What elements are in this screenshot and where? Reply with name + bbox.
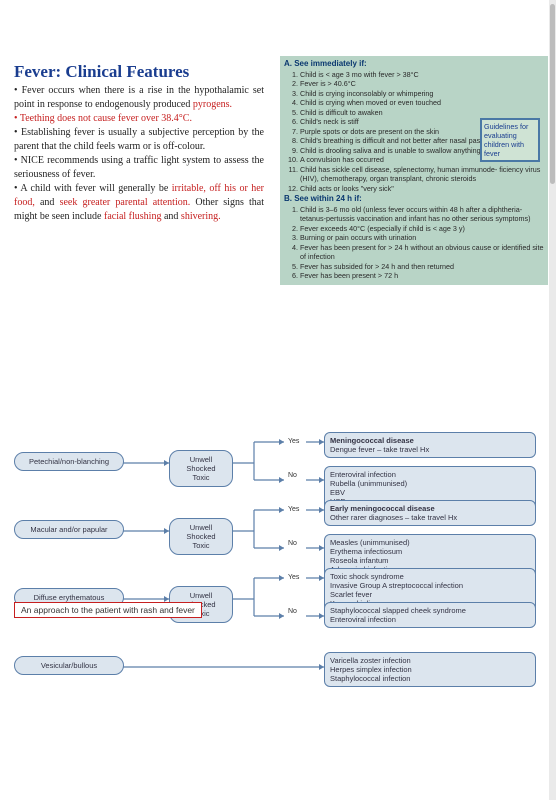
page-title: Fever: Clinical Features (14, 62, 189, 82)
no-label: No (288, 608, 297, 615)
yes-label: Yes (288, 574, 299, 581)
list-item: Child has sickle cell disease, splenecto… (300, 165, 544, 184)
scrollbar-thumb[interactable] (550, 4, 555, 184)
p4: • NICE recommends using a traffic light … (14, 155, 264, 180)
list-item: Burning or pain occurs with urination (300, 233, 544, 243)
list-item: Child is 3–6 mo old (unless fever occurs… (300, 205, 544, 224)
flow-row: Petechial/non-blanching UnwellShockedToxi… (14, 432, 542, 494)
flow-leaf: Meningococcal diseaseDengue fever – take… (324, 432, 536, 458)
list-item: Child is < age 3 mo with fever > 38°C (300, 70, 544, 80)
list-item: Child is crying when moved or even touch… (300, 98, 544, 108)
list-item: Fever has subsided for > 24 h and then r… (300, 262, 544, 272)
list-item: Child is crying inconsolably or whimperi… (300, 89, 544, 99)
flow-start: Macular and/or papular (14, 520, 124, 539)
list-item: Fever has been present for > 24 h withou… (300, 243, 544, 262)
box-header-a: A. See immediately if: (284, 59, 544, 69)
p5a: • A child with fever will generally be (14, 183, 172, 194)
flow-leaf: Varicella zoster infectionHerpes simplex… (324, 652, 536, 687)
flow-row: Macular and/or papular UnwellShockedToxic… (14, 500, 542, 562)
list-item: Fever exceeds 40°C (especially if child … (300, 224, 544, 234)
p5r3: seek greater parental attention. (60, 197, 191, 208)
p5e: and (161, 211, 180, 222)
body-text: • Fever occurs when there is a rise in t… (14, 84, 264, 224)
p5r5: shivering. (181, 211, 221, 222)
flow-leaf: Early meningococcal diseaseOther rarer d… (324, 500, 536, 526)
flowchart: Petechial/non-blanching UnwellShockedToxi… (14, 432, 542, 704)
p5r4: facial flushing (104, 211, 161, 222)
flow-row: Diffuse erythematousUnwellShockedToxicYe… (14, 568, 542, 630)
p5c: and (35, 197, 60, 208)
p3: • Establishing fever is usually a subjec… (14, 127, 264, 152)
flow-mid: UnwellShockedToxic (169, 450, 233, 487)
flow-start: Vesicular/bullous (14, 656, 124, 675)
p5r1: irritable, (172, 183, 206, 194)
flow-leaf: Staphylococcal slapped cheek syndromeEnt… (324, 602, 536, 628)
flow-caption: An approach to the patient with rash and… (14, 602, 202, 618)
no-label: No (288, 540, 297, 547)
list-item: Child is difficult to awaken (300, 108, 544, 118)
list-item: Fever has been present > 72 h (300, 271, 544, 281)
p2r: • Teething does not cause fever over 38.… (14, 113, 192, 124)
scrollbar-track[interactable] (549, 0, 556, 800)
yes-label: Yes (288, 438, 299, 445)
box-header-b: B. See within 24 h if: (284, 194, 544, 204)
flow-start: Petechial/non-blanching (14, 452, 124, 471)
list-item: Fever is > 40.6°C (300, 79, 544, 89)
mini-box: Guidelines for evaluating children with … (480, 118, 540, 162)
list-b: Child is 3–6 mo old (unless fever occurs… (300, 205, 544, 281)
flow-mid: UnwellShockedToxic (169, 518, 233, 555)
p1r: pyrogens. (193, 99, 232, 110)
list-item: Child acts or looks "very sick" (300, 184, 544, 194)
guidelines-box: A. See immediately if: Child is < age 3 … (280, 56, 548, 285)
yes-label: Yes (288, 506, 299, 513)
flow-row: Vesicular/bullous Varicella zoster infect… (14, 636, 542, 698)
no-label: No (288, 472, 297, 479)
